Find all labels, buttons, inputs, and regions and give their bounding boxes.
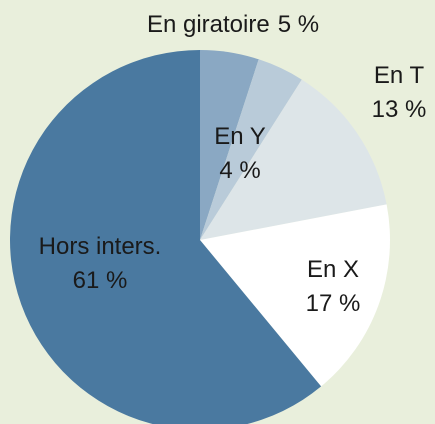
slice-name: En giratoire [147,11,270,38]
slice-label: Hors inters. 61 % [39,233,162,294]
slice-value: 13 % [372,96,427,123]
labels: En giratoire 5 % En Y 4 % En T 13 % En X 17 % Ho… [39,11,427,317]
pie-slice [200,59,302,241]
slice-label: En Y 4 % [214,123,266,184]
slice-value: 61 % [73,267,128,294]
slice-label: En T 13 % [372,62,427,123]
slice-name: Hors inters. [39,233,162,260]
pie [10,50,391,424]
slice-value: 17 % [306,290,361,317]
slice-value: 5 % [278,11,319,38]
pie-slice [10,50,322,424]
pie-slice [200,50,259,240]
slice-label: En giratoire 5 % [147,11,319,38]
slice-name: En X [307,256,359,283]
slice-value: 4 % [219,157,260,184]
slice-name: En Y [214,123,266,150]
slice-name: En T [374,62,425,89]
pie-slice [200,204,391,387]
pie-slice [200,79,387,240]
slice-label: En X 17 % [306,256,361,317]
